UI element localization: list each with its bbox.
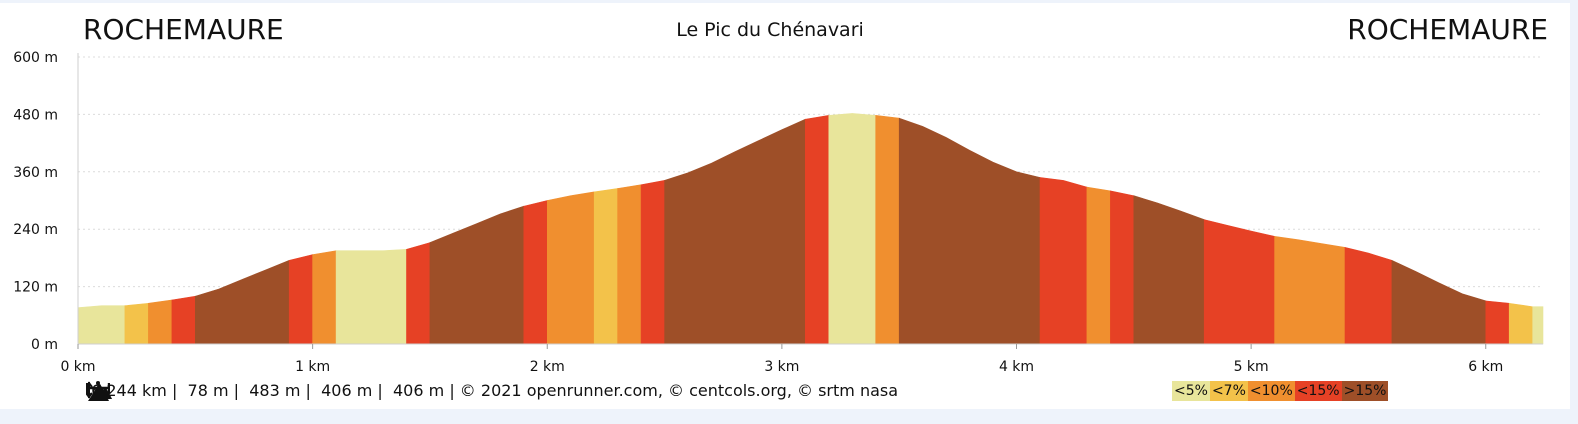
slope-segment-lt7 [1508,302,1533,345]
slope-segment-lt10 [148,299,173,345]
slope-segment-lt15 [523,200,548,345]
slope-segment-lt5 [77,305,126,345]
slope-segment-lt15 [288,254,313,345]
y-tick-label: 480 m [13,107,58,123]
legend-item-lt10: <10% [1247,381,1295,401]
elevation-profile-chart: ROCHEMAURE Le Pic du Chénavari ROCHEMAUR… [0,3,1570,409]
x-tick-label: 6 km [1468,359,1503,375]
profile-plot: 0 m 120 m 240 m 360 m 480 m 600 m 0 km 1 km 2 km… [13,50,1544,375]
slope-segment-lt5 [335,248,407,345]
distance-value: 6.244 km [91,381,167,400]
chart-title: Le Pic du Chénavari [676,19,864,41]
slope-segment-gt15 [664,118,806,345]
y-tick-label: 120 m [13,280,58,296]
slope-segment-lt10 [1274,236,1346,345]
slope-segment-lt10 [312,250,337,345]
y-tick-label: 360 m [13,165,58,181]
slope-segment-gt15 [1391,259,1487,345]
slope-segment-gt15 [195,259,290,345]
min-altitude-value: 78 m [187,381,229,400]
slope-segment-lt15 [1344,247,1393,345]
y-tick-label: 600 m [13,50,58,66]
slope-segment-lt10 [1086,186,1111,345]
slope-segment-lt7 [593,188,618,345]
slope-legend: <5% <7% <10% <15% >15% [1172,381,1389,401]
slope-segment-gt15 [898,117,1041,345]
slope-segment-lt15 [171,295,196,345]
slope-segment-lt15 [406,242,431,345]
legend-item-lt5: <5% [1172,381,1210,401]
y-tick-label: 240 m [13,222,58,238]
x-tick-label: 0 km [60,359,95,375]
legend-item-lt7: <7% [1209,381,1248,401]
slope-segment-lt10 [617,184,642,345]
x-tick-label: 5 km [1234,359,1269,375]
slope-segment-lt10 [875,115,900,345]
slope-segment-lt15 [1039,177,1088,345]
x-tick-label: 4 km [999,359,1034,375]
ascent-value: 406 m [321,381,373,400]
slope-segment-lt15 [805,115,830,345]
x-tick-label: 2 km [530,359,565,375]
slope-segment-lt15 [1203,219,1275,345]
credits-text: © 2021 openrunner.com, © centcols.org, ©… [459,381,899,400]
x-tick-label: 3 km [764,359,799,375]
stats-footer: 6.244 km | 78 m | 483 m | 406 m | 406 m … [86,381,899,401]
max-altitude-value: 483 m [249,381,301,400]
start-place-label: ROCHEMAURE [83,13,284,46]
slope-segment-lt15 [640,180,665,345]
y-tick-label: 0 m [31,337,58,353]
slope-segment-lt5 [1532,306,1544,345]
end-place-label: ROCHEMAURE [1347,13,1548,46]
slope-segment-lt15 [1485,300,1510,345]
legend-item-gt15: >15% [1341,381,1389,401]
slope-segment-gt15 [429,205,525,345]
slope-segment-lt7 [124,302,149,345]
slope-segment-lt5 [828,113,876,345]
x-tick-label: 1 km [295,359,330,375]
slope-segment-lt15 [1110,190,1135,345]
slope-segment-lt10 [547,191,595,345]
legend-item-lt15: <15% [1294,381,1342,401]
descent-value: 406 m [393,381,445,400]
slope-segment-gt15 [1133,195,1205,345]
